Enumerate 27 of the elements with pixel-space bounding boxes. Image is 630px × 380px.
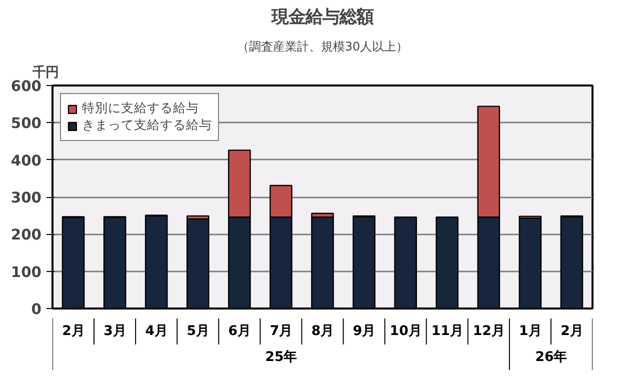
legend-label: きまって支給する給与 [82,117,212,134]
x-tick-label: 8月 [311,324,334,339]
x-tick-label: 11月 [431,324,463,339]
chart-title: 現金給与総額 [270,8,374,28]
y-tick-label: 0 [31,301,42,318]
x-tick-label: 4月 [145,324,168,339]
y-tick-label: 100 [10,264,42,281]
x-tick-label: 3月 [104,324,126,339]
text: 26年 [535,350,567,365]
x-tick-label: 5月 [186,324,210,339]
x-tick-label: 2月 [560,324,583,339]
x-tick-label: 7月 [270,324,292,339]
x-tick-label: 1月 [519,324,542,339]
y-tick-label: 600 [10,78,42,95]
x-tick-label: 9月 [352,324,376,339]
x-tick-label: 12月 [472,324,504,339]
chart-subtitle: （調査産業計、規模30人以上） [236,40,408,54]
legend-label: 特別に支給する給与 [82,100,199,117]
x-tick-label: 6月 [228,324,251,339]
y-tick-label: 500 [10,115,42,132]
text: 25年 [265,350,297,365]
y-axis-title: 千円 [32,64,58,80]
y-tick-label: 400 [10,152,42,170]
y-tick-label: 200 [10,226,42,244]
y-tick-label: 300 [10,190,42,206]
x-tick-label: 10月 [390,324,422,339]
x-tick-label: 2月 [62,324,84,339]
